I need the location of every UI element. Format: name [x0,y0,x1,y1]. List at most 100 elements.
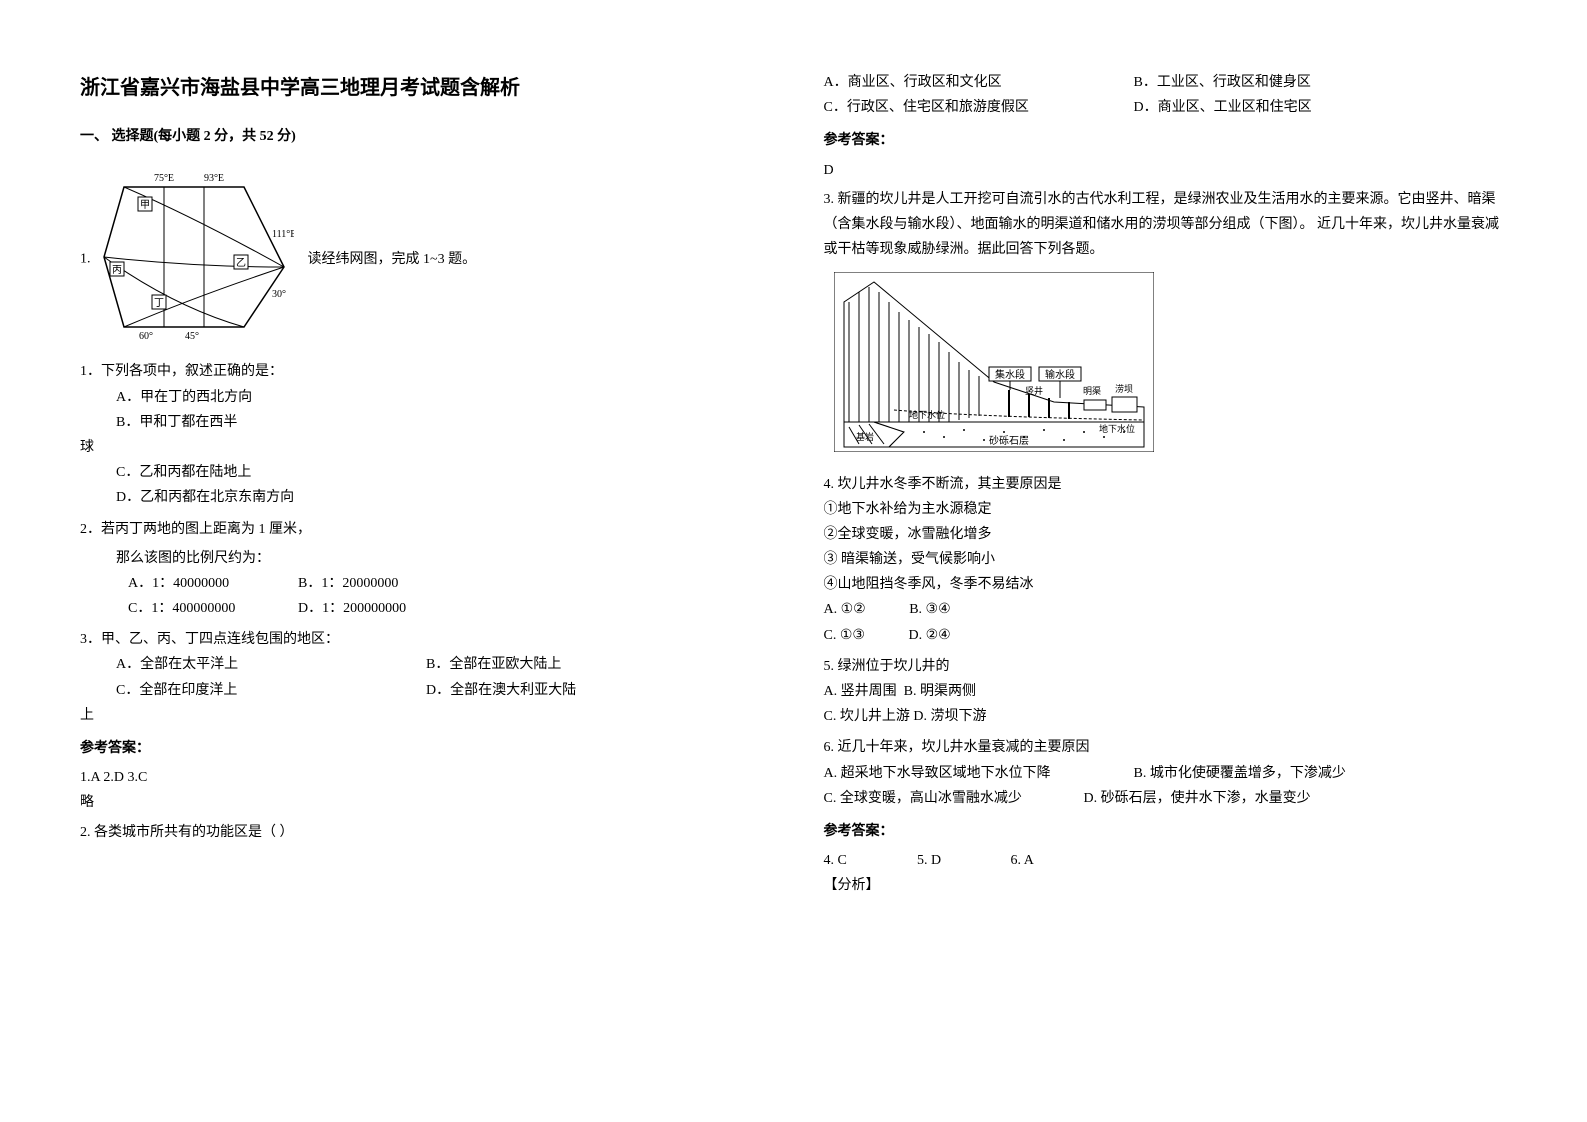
q2-row-ab: A．1：40000000 B．1：20000000 [80,571,764,596]
svg-text:甲: 甲 [140,200,150,211]
svg-text:丁: 丁 [154,298,164,309]
svg-text:93°E: 93°E [204,173,224,184]
ans3-3: 6. A [1011,853,1034,868]
q2-stem: 2．若丙丁两地的图上距离为 1 厘米， [80,517,764,542]
q4-row-ab: A. ①② B. ③④ [824,597,1508,622]
figure1-caption: 读经纬网图，完成 1~3 题。 [308,247,477,272]
q4-opt-b: B. ③④ [909,597,950,622]
q4-l1: ①地下水补给为主水源稳定 [824,497,1508,522]
q3-opt-d-suffix: 上 [80,703,764,728]
svg-text:丙: 丙 [112,265,122,276]
q3-opt-b: B．全部在亚欧大陆上 [426,652,561,677]
q4-stem: 4. 坎儿井水冬季不断流，其主要原因是 [824,472,1508,497]
kan-intro: 3. 新疆的坎儿井是人工开挖可自流引水的古代水利工程，是绿洲农业及生活用水的主要… [824,187,1508,263]
q1-stem: 1．下列各项中，叙述正确的是： [80,359,764,384]
answer1-line: 1.A 2.D 3.C [80,765,764,790]
q3-opt-d-pre: D．全部在澳大利亚大陆 [426,678,576,703]
q5-stem: 5. 绿洲位于坎儿井的 [824,654,1508,679]
svg-text:基岩: 基岩 [856,431,874,442]
svg-text:地下水位: 地下水位 [909,409,945,420]
question-5: 5. 绿洲位于坎儿井的 A. 竖井周围 B. 明渠两侧 C. 坎儿井上游 D. … [824,654,1508,730]
qfunc-row-cd: C．行政区、住宅区和旅游度假区 D．商业区、工业区和住宅区 [824,95,1508,120]
q6-stem: 6. 近几十年来，坎儿井水量衰减的主要原因 [824,735,1508,760]
q1-opt-c: C．乙和丙都在陆地上 [80,460,764,485]
question-2: 2．若丙丁两地的图上距离为 1 厘米， 那么该图的比例尺约为： A．1：4000… [80,517,764,622]
q3-stem: 3．甲、乙、丙、丁四点连线包围的地区： [80,627,764,652]
svg-text:75°E: 75°E [154,173,174,184]
q3-opt-a: A．全部在太平洋上 [116,652,426,677]
svg-text:45°: 45° [185,331,199,342]
figure2: 基岩 砂砾石层 地下水位 地下水位 集水段 [834,272,1508,461]
q6-opt-a: A. 超采地下水导致区域地下水位下降 [824,761,1134,786]
qfunc-row-ab: A．商业区、行政区和文化区 B．工业区、行政区和健身区 [824,70,1508,95]
svg-text:涝坝: 涝坝 [1114,383,1132,394]
answer1-heading: 参考答案： [80,736,764,761]
page-title: 浙江省嘉兴市海盐县中学高三地理月考试题含解析 [80,70,764,106]
qfunc-opt-c: C．行政区、住宅区和旅游度假区 [824,95,1134,120]
right-column: A．商业区、行政区和文化区 B．工业区、行政区和健身区 C．行政区、住宅区和旅游… [824,70,1508,1052]
q1-opt-a: A．甲在丁的西北方向 [80,385,764,410]
question-4: 4. 坎儿井水冬季不断流，其主要原因是 ①地下水补给为主水源稳定 ②全球变暖，冰… [824,472,1508,648]
left-column: 浙江省嘉兴市海盐县中学高三地理月考试题含解析 一、 选择题(每小题 2 分，共 … [80,70,764,1052]
q6-opt-d: D. 砂砾石层，使井水下渗，水量变少 [1084,786,1311,811]
q-func-stem: 2. 各类城市所共有的功能区是（ ） [80,820,764,845]
svg-text:乙: 乙 [236,257,246,269]
q4-opt-c: C. ①③ [824,623,865,648]
q6-row-cd: C. 全球变暖，高山冰雪融水减少 D. 砂砾石层，使井水下渗，水量变少 [824,786,1508,811]
q1-opt-d: D．乙和丙都在北京东南方向 [80,485,764,510]
q2-opt-a: A．1：40000000 [128,571,298,596]
answer3-heading: 参考答案： [824,819,1508,844]
svg-text:111°E: 111°E [272,229,294,240]
q3-row-cd: C．全部在印度洋上 D．全部在澳大利亚大陆 [80,678,764,703]
svg-text:砂砾石层: 砂砾石层 [989,434,1029,447]
answer2-line: D [824,158,1508,183]
q3-row-ab: A．全部在太平洋上 B．全部在亚欧大陆上 [80,652,764,677]
answer3-row: 4. C 5. D 6. A [824,848,1508,873]
svg-text:30°: 30° [272,289,286,300]
q2-opt-d: D．1：200000000 [298,596,406,621]
q3-opt-c: C．全部在印度洋上 [116,678,426,703]
q5-opt-b: B. 明渠两侧 [904,684,976,699]
question-3: 3．甲、乙、丙、丁四点连线包围的地区： A．全部在太平洋上 B．全部在亚欧大陆上… [80,627,764,728]
fig1-prefix: 1. [80,252,91,267]
q1-opt-b-pre: B．甲和丁都在西半 [80,410,764,435]
q1-opt-b-suffix: 球 [80,435,764,460]
analysis-heading: 【分析】 [824,873,1508,898]
q6-row-ab: A. 超采地下水导致区域地下水位下降 B. 城市化使硬覆盖增多，下渗减少 [824,761,1508,786]
answer2-heading: 参考答案： [824,128,1508,153]
ans3-2: 5. D [917,848,1007,873]
q4-l4: ④山地阻挡冬季风，冬季不易结冰 [824,572,1508,597]
q5-opt-a: A. 竖井周围 [824,684,897,699]
qfunc-opt-a: A．商业区、行政区和文化区 [824,70,1134,95]
q4-l3: ③ 暗渠输送，受气候影响小 [824,547,1508,572]
q5-opt-d: D. 涝坝下游 [913,709,986,724]
svg-text:地下水位: 地下水位 [1099,423,1135,434]
q5-opt-c: C. 坎儿井上游 [824,709,910,724]
qfunc-opt-d: D．商业区、工业区和住宅区 [1134,95,1312,120]
q5-row-cd: C. 坎儿井上游 D. 涝坝下游 [824,704,1508,729]
svg-text:60°: 60° [139,331,153,342]
svg-text:竖井: 竖井 [1024,385,1042,396]
q2-opt-c: C．1：400000000 [128,596,298,621]
section-heading: 一、 选择题(每小题 2 分，共 52 分) [80,124,764,149]
q6-opt-b: B. 城市化使硬覆盖增多，下渗减少 [1134,761,1346,786]
qfunc-opt-b: B．工业区、行政区和健身区 [1134,70,1311,95]
q2-stem2: 那么该图的比例尺约为： [80,546,764,571]
q4-opt-a: A. ①② [824,597,866,622]
q4-opt-d: D. ②④ [908,623,950,648]
q4-row-cd: C. ①③ D. ②④ [824,623,1508,648]
question-1: 1．下列各项中，叙述正确的是： A．甲在丁的西北方向 B．甲和丁都在西半 球 C… [80,359,764,510]
q4-l2: ②全球变暖，冰雪融化增多 [824,522,1508,547]
figure1: 甲 丙 乙 丁 75°E 93°E 111°E 30° 60° 45° [94,167,294,351]
figure1-row: 1. 甲 丙 乙 丁 [80,159,764,359]
svg-text:集水段: 集水段 [995,368,1025,381]
svg-text:输水段: 输水段 [1045,368,1075,381]
q5-row-ab: A. 竖井周围 B. 明渠两侧 [824,679,1508,704]
q6-opt-c: C. 全球变暖，高山冰雪融水减少 [824,786,1084,811]
q2-opt-b: B．1：20000000 [298,571,398,596]
ans3-1: 4. C [824,848,914,873]
answer1-note: 略 [80,790,764,815]
question-6: 6. 近几十年来，坎儿井水量衰减的主要原因 A. 超采地下水导致区域地下水位下降… [824,735,1508,811]
q2-row-cd: C．1：400000000 D．1：200000000 [80,596,764,621]
svg-text:明渠: 明渠 [1082,385,1100,396]
